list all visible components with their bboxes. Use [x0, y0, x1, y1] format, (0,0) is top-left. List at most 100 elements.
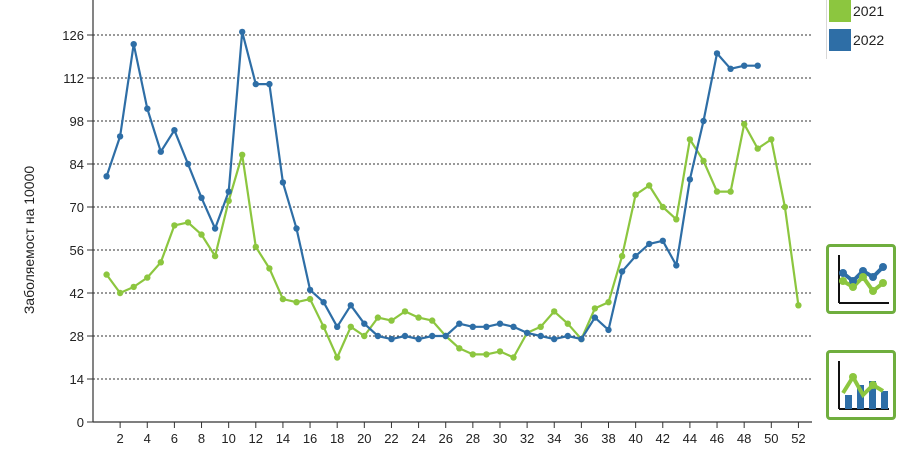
x-tick-labels: 2 4 6 8 10 12 14 16 18 20 22 24 26 28 30 32 34 36 38 40 42 44… [117, 431, 806, 446]
point-2022-5 [157, 148, 164, 155]
legend-item-2022[interactable]: 2022 [829, 29, 884, 51]
point-2021-4 [144, 274, 151, 281]
point-2021-5 [157, 259, 164, 266]
point-2022-41 [646, 240, 653, 248]
point-2022-24 [415, 335, 422, 343]
x-tick-label-26: 26 [438, 431, 452, 446]
y-tick-label-112: 112 [63, 71, 84, 86]
point-2021-10 [225, 197, 232, 205]
point-2022-2 [116, 133, 124, 140]
point-2021-43 [673, 216, 680, 223]
point-2022-48 [741, 62, 748, 69]
y-tick-label-42: 42 [70, 286, 84, 301]
x-tick-label-14: 14 [276, 431, 290, 446]
x-tick-label-48: 48 [737, 431, 751, 446]
point-2022-1 [103, 173, 110, 180]
y-tick-label-0: 0 [77, 415, 84, 430]
x-tick-label-34: 34 [547, 431, 561, 446]
point-2021-40 [632, 191, 639, 198]
point-2021-49 [754, 145, 761, 152]
legend-label-2022: 2022 [853, 32, 885, 48]
x-tick-label-24: 24 [411, 431, 425, 446]
point-2022-29 [483, 323, 490, 330]
point-2022-19 [347, 302, 354, 309]
point-2021-37 [591, 305, 599, 312]
x-tick-label-42: 42 [656, 431, 670, 446]
point-2021-21 [374, 314, 382, 321]
x-tick-label-40: 40 [628, 431, 642, 446]
point-2021-42 [659, 203, 666, 211]
point-2022-45 [700, 117, 707, 125]
y-tick-label-70: 70 [70, 200, 84, 215]
point-2021-12 [252, 243, 259, 251]
point-2022-3 [130, 41, 137, 48]
x-tick-label-10: 10 [221, 431, 235, 446]
point-2021-11 [239, 151, 246, 158]
combo-chart-button[interactable] [826, 350, 896, 420]
point-2021-33 [537, 323, 544, 330]
point-2021-27 [456, 345, 463, 352]
point-2021-3 [130, 283, 137, 291]
y-tick-label-84: 84 [70, 157, 84, 172]
series-line-2021 [105, 122, 800, 359]
point-2021-29 [483, 351, 490, 358]
point-2021-48 [741, 120, 748, 128]
x-tick-label-46: 46 [710, 431, 724, 446]
point-2022-17 [320, 299, 327, 306]
line-chart-button[interactable] [826, 244, 896, 314]
point-2021-44 [686, 136, 694, 143]
point-2022-27 [456, 320, 463, 327]
point-2021-13 [266, 265, 273, 272]
point-2021-39 [618, 252, 626, 260]
point-2021-50 [768, 136, 775, 143]
point-2022-28 [469, 323, 476, 330]
point-2022-31 [510, 323, 517, 330]
x-tick-label-52: 52 [791, 431, 805, 446]
point-2022-21 [374, 332, 382, 340]
point-2022-10 [225, 188, 232, 195]
point-2022-37 [591, 314, 599, 321]
x-tick-label-44: 44 [683, 431, 697, 446]
point-2021-23 [401, 308, 409, 315]
point-2021-2 [116, 289, 124, 297]
point-2021-46 [713, 188, 721, 195]
x-tick-label-50: 50 [764, 431, 778, 446]
point-2022-36 [578, 335, 585, 343]
x-tick-label-2: 2 [117, 431, 124, 446]
gridlines [93, 34, 812, 380]
point-2022-22 [388, 335, 395, 343]
point-2021-8 [198, 231, 205, 238]
y-tick-label-28: 28 [70, 329, 84, 344]
point-2021-9 [211, 252, 219, 260]
point-2022-26 [442, 332, 449, 340]
point-2021-15 [293, 299, 300, 306]
point-2021-1 [103, 271, 110, 278]
point-2022-9 [211, 225, 219, 232]
legend-item-2021[interactable]: 2021 [829, 0, 884, 22]
x-tick-label-16: 16 [303, 431, 317, 446]
point-2021-25 [429, 317, 436, 324]
y-tick-label-126: 126 [62, 28, 84, 43]
bar-line-chart-icon [838, 361, 889, 410]
point-2021-35 [564, 320, 571, 327]
point-2022-20 [361, 320, 368, 327]
y-tick-labels: 0 14 28 42 56 70 84 98 112 126 [62, 28, 84, 430]
point-2021-41 [646, 182, 653, 189]
point-2021-18 [334, 354, 341, 361]
point-2021-14 [279, 295, 287, 303]
point-2022-16 [306, 286, 314, 294]
point-2021-51 [781, 203, 789, 211]
point-2022-38 [605, 326, 612, 334]
point-2022-14 [279, 179, 287, 186]
point-2022-47 [727, 65, 734, 73]
x-tick-label-18: 18 [330, 431, 344, 446]
point-2021-30 [496, 348, 504, 355]
x-tick-label-22: 22 [384, 431, 398, 446]
y-tick-label-56: 56 [70, 243, 84, 258]
point-2022-44 [686, 176, 694, 183]
series-line-2022 [105, 30, 758, 341]
point-2022-32 [523, 329, 531, 337]
x-tick-label-20: 20 [357, 431, 371, 446]
point-2021-28 [469, 351, 476, 358]
